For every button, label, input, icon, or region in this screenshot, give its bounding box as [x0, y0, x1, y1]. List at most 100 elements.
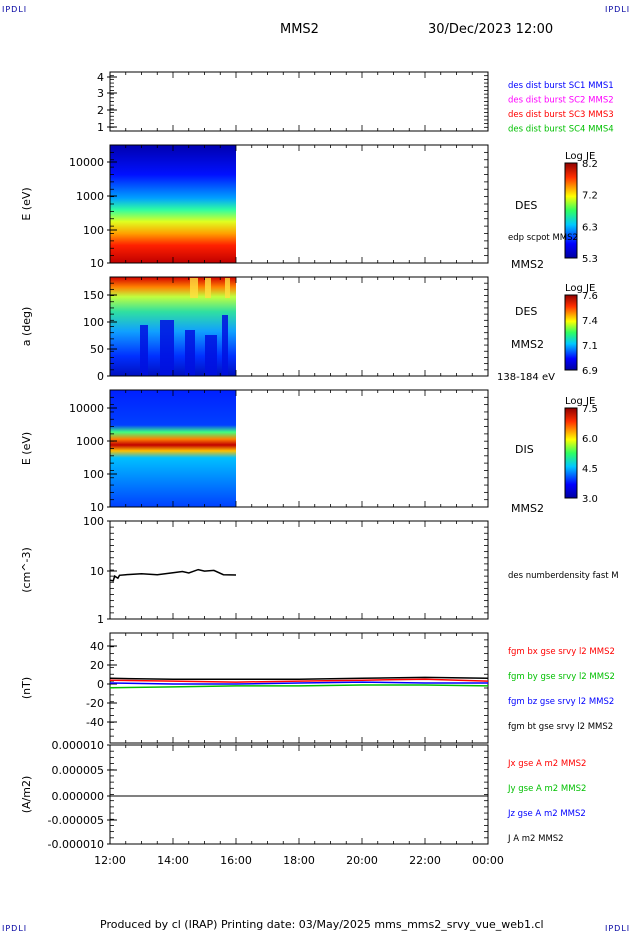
legend-entry: des numberdensity fast M — [508, 571, 619, 581]
colorbar-tick-label: 7.2 — [582, 191, 598, 202]
y-tick-label: 0 — [97, 678, 104, 691]
x-tick-label: 16:00 — [220, 854, 252, 867]
colorbar-title: Log JE — [565, 396, 595, 407]
y-tick-label: 20 — [90, 659, 104, 672]
y-tick-label: 1 — [97, 121, 104, 134]
y-tick-label: 40 — [90, 640, 104, 653]
legend-entry: Jy gse A m2 MMS2 — [507, 784, 586, 794]
spacecraft-label: MMS2 — [511, 258, 544, 271]
colorbar-tick-label: 6.3 — [582, 222, 598, 233]
y-axis-label: (cm^-3) — [20, 547, 33, 593]
panel-frame-burst — [109, 71, 489, 132]
colorbar-title: Log JE — [565, 151, 595, 162]
pitch-low-flux-band — [160, 320, 174, 376]
y-tick-label: 1000 — [76, 435, 104, 448]
y-tick-label: -40 — [86, 716, 104, 729]
legend-entry: fgm by gse srvy l2 MMS2 — [508, 672, 615, 682]
colorbar-tick-label: 7.5 — [582, 404, 598, 415]
x-tick-label: 00:00 — [472, 854, 504, 867]
y-axis-label: E (eV) — [20, 187, 33, 220]
instrument-label: DIS — [515, 443, 534, 456]
y-tick-label: 0.000000 — [52, 790, 105, 803]
colorbar-tick-label: 8.2 — [582, 159, 598, 170]
legend-entry: fgm bt gse srvy l2 MMS2 — [508, 722, 613, 732]
series-line-b-1 — [109, 684, 489, 689]
series-line-b-0 — [109, 678, 489, 683]
colorbar-des-pitch — [564, 294, 578, 371]
series-line-b-2 — [109, 681, 488, 685]
y-tick-label: 2 — [97, 104, 104, 117]
legend-entry: Jz gse A m2 MMS2 — [507, 809, 586, 819]
colorbar-dis-energy — [564, 407, 578, 499]
heatmap-dis-energy — [110, 390, 236, 507]
corner-label-br: IPDLI — [605, 924, 630, 933]
pitch-high-flux-band — [190, 278, 198, 298]
x-tick-label: 20:00 — [346, 854, 378, 867]
heatmap-des-energy — [110, 145, 236, 263]
legend-entry: des dist burst SC1 MMS1 — [508, 81, 614, 91]
y-tick-label: 10000 — [69, 156, 104, 169]
y-tick-label: 150 — [83, 289, 104, 302]
colorbar-tick-label: 3.0 — [582, 494, 598, 505]
y-tick-label: 100 — [83, 468, 104, 481]
colorbar-tick-label: 5.3 — [582, 254, 598, 265]
pitch-low-flux-band — [222, 315, 228, 376]
colorbar-tick-label: 7.4 — [582, 316, 598, 327]
y-tick-label: 4 — [97, 71, 104, 84]
instrument-label: DES — [515, 305, 537, 318]
y-axis-label: (A/m2) — [20, 776, 33, 814]
pitch-high-flux-band — [225, 278, 230, 298]
y-axis-label: (nT) — [20, 677, 33, 699]
y-tick-label: 0.000010 — [52, 739, 105, 752]
y-axis-label: E (eV) — [20, 432, 33, 465]
y-axis-label: a (deg) — [20, 307, 33, 347]
colorbar-tick-label: 4.5 — [582, 464, 598, 475]
spacecraft-label: MMS2 — [511, 502, 544, 515]
legend-entry: des dist burst SC4 MMS4 — [508, 125, 614, 135]
mission-title: MMS2 — [280, 22, 319, 37]
y-tick-label: 100 — [83, 316, 104, 329]
y-tick-label: 10 — [90, 257, 104, 270]
instrument-label: DES — [515, 199, 537, 212]
y-tick-label: 10 — [90, 501, 104, 514]
panel-frame-current — [109, 744, 489, 845]
colorbar-title: Log JE — [565, 283, 595, 294]
legend-entry: Jx gse A m2 MMS2 — [507, 759, 586, 769]
panel-frame-magnetic — [109, 632, 489, 744]
colorbar-tick-label: 6.0 — [582, 434, 598, 445]
corner-label-bl: IPDLI — [2, 924, 28, 933]
y-tick-label: 50 — [90, 343, 104, 356]
y-tick-label: -0.000010 — [48, 838, 104, 851]
pitch-high-flux-band — [205, 278, 211, 298]
y-tick-label: -0.000005 — [48, 814, 104, 827]
y-tick-label: 10000 — [69, 402, 104, 415]
corner-label-tr: IPDLI — [605, 5, 630, 14]
y-tick-label: 0.000005 — [52, 764, 105, 777]
x-tick-label: 12:00 — [94, 854, 126, 867]
y-tick-label: 10 — [90, 565, 104, 578]
y-tick-label: -20 — [86, 697, 104, 710]
corner-label-tl: IPDLI — [2, 5, 28, 14]
x-tick-label: 14:00 — [157, 854, 189, 867]
y-tick-label: 100 — [83, 224, 104, 237]
series-line-density — [109, 568, 237, 582]
panel-frame-density — [109, 520, 489, 620]
pitch-low-flux-band — [205, 335, 217, 376]
instrument-sublabel: edp scpot MMS2 — [508, 233, 578, 243]
spacecraft-label: MMS2 — [511, 338, 544, 351]
datetime-title: 30/Dec/2023 12:00 — [428, 22, 554, 37]
pitch-low-flux-band — [140, 325, 148, 376]
y-tick-label: 100 — [83, 515, 104, 528]
x-tick-label: 18:00 — [283, 854, 315, 867]
colorbar-tick-label: 7.1 — [582, 341, 598, 352]
y-tick-label: 1000 — [76, 190, 104, 203]
footer-credit: Produced by cl (IRAP) Printing date: 03/… — [100, 918, 544, 931]
pitch-low-flux-band — [185, 330, 195, 376]
colorbar-tick-label: 6.9 — [582, 366, 598, 377]
energy-range-label: 138-184 eV — [497, 372, 555, 383]
x-tick-label: 22:00 — [409, 854, 441, 867]
y-tick-label: 0 — [97, 370, 104, 383]
colorbar-tick-label: 7.6 — [582, 291, 598, 302]
series-line-b-3 — [109, 676, 489, 681]
